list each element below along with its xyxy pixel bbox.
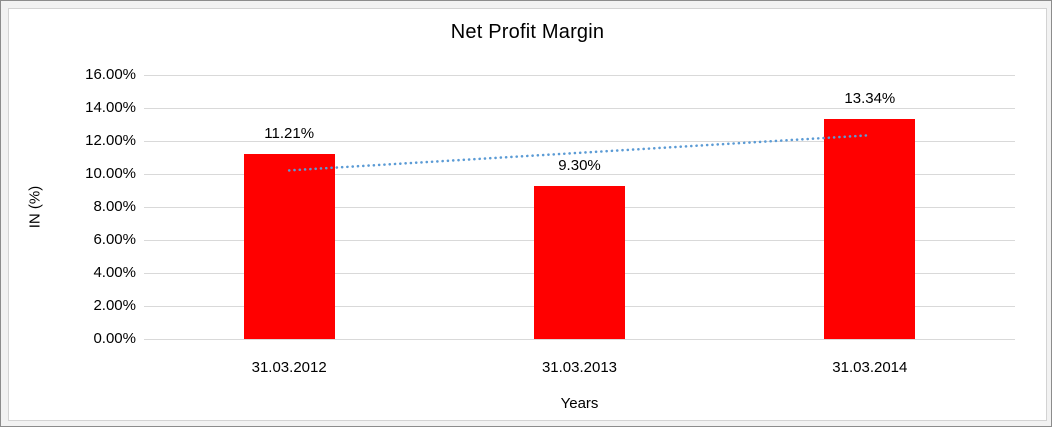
y-tick-label: 16.00% xyxy=(85,66,136,83)
gridline xyxy=(144,174,1015,175)
y-tick-label: 2.00% xyxy=(93,297,136,314)
y-tick-label: 6.00% xyxy=(93,231,136,248)
x-tick-label: 31.03.2012 xyxy=(251,359,327,376)
y-tick-label: 4.00% xyxy=(93,264,136,281)
bar-31.03.2014 xyxy=(824,118,916,339)
gridline xyxy=(144,141,1015,142)
y-tick-label: 8.00% xyxy=(93,198,136,215)
trendline-stroke xyxy=(287,133,872,172)
y-tick-label: 10.00% xyxy=(85,165,136,182)
x-tick-label: 31.03.2014 xyxy=(832,359,908,376)
plot-area: 11.21% 9.30% 13.34% xyxy=(144,75,1015,340)
bar-value-label: 11.21% xyxy=(264,125,315,143)
bar-31.03.2012 xyxy=(243,154,335,339)
chart-surface: Net Profit Margin IN (%) 11.21% 9.30% 13.3… xyxy=(8,8,1047,421)
x-tick-label: 31.03.2013 xyxy=(541,359,618,376)
bar-31.03.2013 xyxy=(534,185,625,339)
chart-title: Net Profit Margin xyxy=(450,21,605,43)
gridline xyxy=(144,339,1015,340)
gridline xyxy=(144,75,1015,76)
y-tick-label: 12.00% xyxy=(85,132,136,149)
bar-value-label: 9.30% xyxy=(558,156,601,174)
y-tick-label: 14.00% xyxy=(85,99,136,116)
y-tick-label: 0.00% xyxy=(93,330,136,347)
gridline xyxy=(144,108,1015,109)
x-axis-title: Years xyxy=(560,395,599,412)
bar-value-label: 13.34% xyxy=(844,89,896,107)
linear-trendline xyxy=(287,133,872,172)
y-axis-title-text: IN (%) xyxy=(26,185,44,229)
